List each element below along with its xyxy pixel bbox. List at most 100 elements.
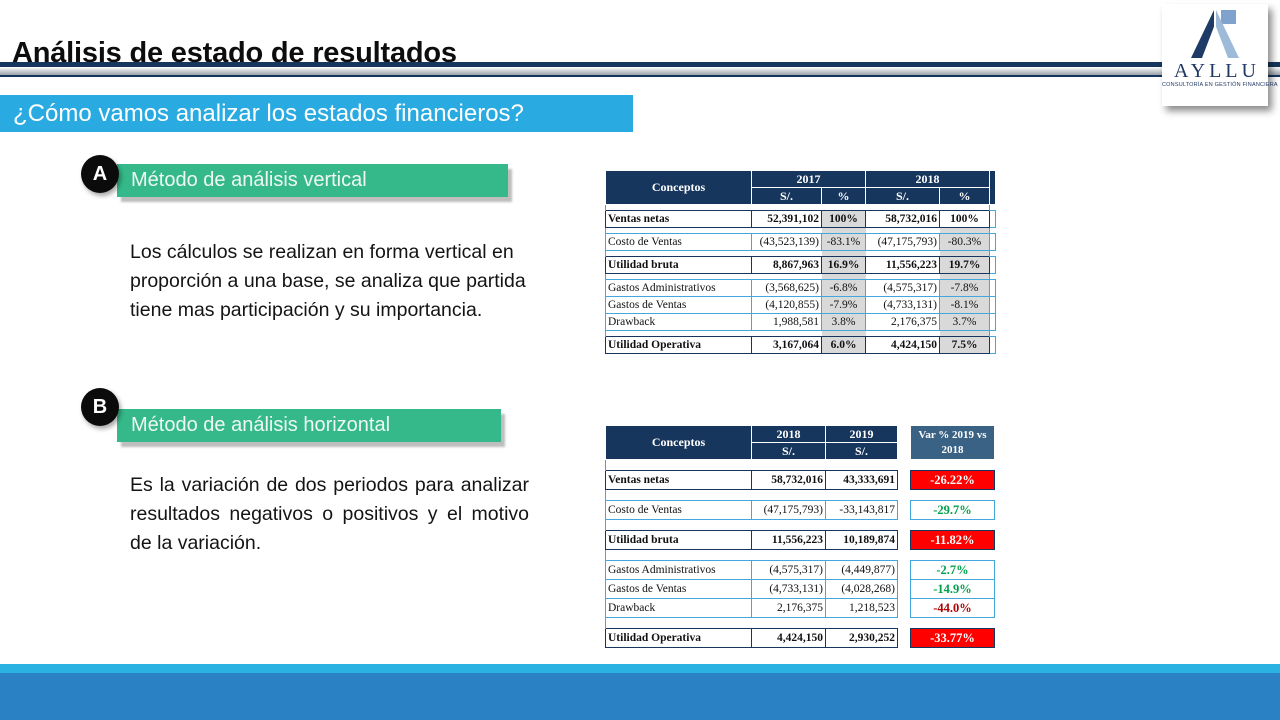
concept-cell: Drawback — [605, 598, 752, 618]
footer-accent-strip — [0, 664, 1280, 673]
table-row — [605, 549, 995, 561]
concept-cell: Gastos Administrativos — [605, 279, 752, 297]
column-subheader: S/. — [751, 442, 826, 460]
percent-cell: -7.9% — [821, 296, 866, 314]
method-b-description: Es la variación de dos periodos para ana… — [130, 474, 529, 554]
concept-cell: Ventas netas — [605, 210, 752, 228]
table-cell — [939, 330, 990, 337]
percent-cell: 16.9% — [821, 256, 866, 274]
amount-cell: 3,167,064 — [751, 336, 822, 354]
table-cell — [821, 273, 866, 280]
table-cell — [898, 460, 911, 471]
column-gap — [898, 580, 911, 599]
table-cell — [826, 550, 898, 561]
column-header-concept: Conceptos — [605, 170, 752, 205]
table-row: Drawback 2,176,375 1,218,523 -44.0% — [605, 598, 995, 618]
table-cell — [752, 550, 826, 561]
table-cell — [605, 617, 752, 629]
column-header-variation: Var % 2019 vs 2018 — [910, 425, 995, 460]
column-header-year: 2018 — [865, 170, 990, 188]
table-cell — [605, 519, 752, 531]
column-gap — [898, 471, 911, 490]
table-cell — [911, 520, 995, 531]
table-row: Ventas netas 58,732,016 43,333,691 -26.22% — [605, 470, 995, 490]
table-row: Utilidad Operativa 3,167,064 6.0% 4,424,150… — [605, 336, 996, 354]
column-subheader: S/. — [865, 187, 940, 205]
cropped-column-sliver — [989, 170, 996, 205]
cropped-column-sliver — [989, 233, 996, 251]
company-logo: AYLLU CONSULTORÍA EN GESTIÓN FINANCIERA — [1162, 4, 1278, 106]
column-subheader: S/. — [825, 442, 898, 460]
table-cell — [605, 549, 752, 561]
table-row: Drawback 1,988,581 3.8% 2,176,375 3.7% — [605, 313, 996, 331]
table-row: Utilidad bruta 8,867,963 16.9% 11,556,223 19… — [605, 256, 996, 274]
concept-cell: Utilidad Operativa — [605, 336, 752, 354]
table-cell — [605, 489, 752, 501]
concept-cell: Gastos de Ventas — [605, 296, 752, 314]
table-cell — [989, 227, 996, 234]
table-cell — [826, 460, 898, 471]
table-cell — [752, 460, 826, 471]
title-divider — [0, 62, 1280, 78]
table-cell — [605, 459, 752, 471]
amount-cell: 1,988,581 — [751, 313, 822, 331]
table-cell — [898, 520, 911, 531]
amount-cell: (4,449,877) — [825, 560, 898, 580]
logo-name: AYLLU — [1174, 60, 1260, 82]
table-cell — [939, 273, 990, 280]
table-row: Gastos Administrativos (3,568,625) -6.8% (4… — [605, 279, 996, 297]
amount-cell: (4,028,268) — [825, 579, 898, 599]
column-gap — [898, 629, 911, 648]
table-row: Utilidad bruta 11,556,223 10,189,874 -11.82… — [605, 530, 995, 550]
variation-cell: -29.7% — [910, 500, 995, 520]
vertical-analysis-table-body: Conceptos 2017 2018 S/.% S/.% Ventas netas 52,… — [605, 170, 996, 354]
table-row: Utilidad Operativa 4,424,150 2,930,252 -33.… — [605, 628, 995, 648]
amount-cell: (43,523,139) — [751, 233, 822, 251]
logo-tagline: CONSULTORÍA EN GESTIÓN FINANCIERA — [1162, 82, 1278, 88]
table-row: Costo de Ventas (43,523,139) -83.1% (47,175… — [605, 233, 996, 251]
column-subheader: S/. — [751, 187, 822, 205]
table-cell — [826, 490, 898, 501]
table-cell — [605, 204, 752, 211]
table-cell — [911, 460, 995, 471]
table-cell — [939, 227, 990, 234]
table-cell — [989, 250, 996, 257]
table-row: Conceptos 2017 2018 — [605, 170, 996, 205]
table-cell — [911, 618, 995, 629]
amount-cell: -33,143,817 — [825, 500, 898, 520]
amount-cell: 43,333,691 — [825, 470, 898, 490]
column-gap — [898, 501, 911, 520]
table-row — [605, 519, 995, 531]
table-row — [605, 459, 995, 471]
table-cell — [605, 330, 752, 337]
table-cell — [826, 618, 898, 629]
amount-cell: (4,733,131) — [751, 579, 826, 599]
method-b-badge: B — [81, 388, 119, 426]
percent-cell: 3.8% — [821, 313, 866, 331]
cropped-column-sliver — [989, 313, 996, 331]
amount-cell: (4,733,131) — [865, 296, 940, 314]
table-row: Gastos de Ventas (4,733,131) (4,028,268) -1… — [605, 579, 995, 599]
column-header-year: 2017 — [751, 170, 866, 188]
table-row: Costo de Ventas (47,175,793) -33,143,817 -2… — [605, 500, 995, 520]
table-cell — [752, 520, 826, 531]
table-cell — [989, 204, 996, 211]
concept-cell: Utilidad bruta — [605, 256, 752, 274]
concept-cell: Costo de Ventas — [605, 500, 752, 520]
amount-cell: 58,732,016 — [865, 210, 940, 228]
table-row — [605, 250, 996, 257]
horizontal-analysis-table: Conceptos 2018 2019 Var % 2019 vs 2018 S/. S/… — [605, 425, 995, 648]
cropped-column-sliver — [989, 279, 996, 297]
vertical-analysis-table-wrap: Conceptos 2017 2018 S/.% S/.% Ventas netas 52,… — [605, 170, 996, 354]
method-a-badge: A — [81, 155, 119, 193]
table-row — [605, 489, 995, 501]
table-cell — [752, 490, 826, 501]
amount-cell: (3,568,625) — [751, 279, 822, 297]
percent-cell: -6.8% — [821, 279, 866, 297]
amount-cell: 2,176,375 — [751, 598, 826, 618]
percent-cell: -80.3% — [939, 233, 990, 251]
table-cell — [911, 490, 995, 501]
amount-cell: (4,120,855) — [751, 296, 822, 314]
table-row: Conceptos 2018 2019 Var % 2019 vs 2018 — [605, 425, 995, 460]
table-row — [605, 330, 996, 337]
